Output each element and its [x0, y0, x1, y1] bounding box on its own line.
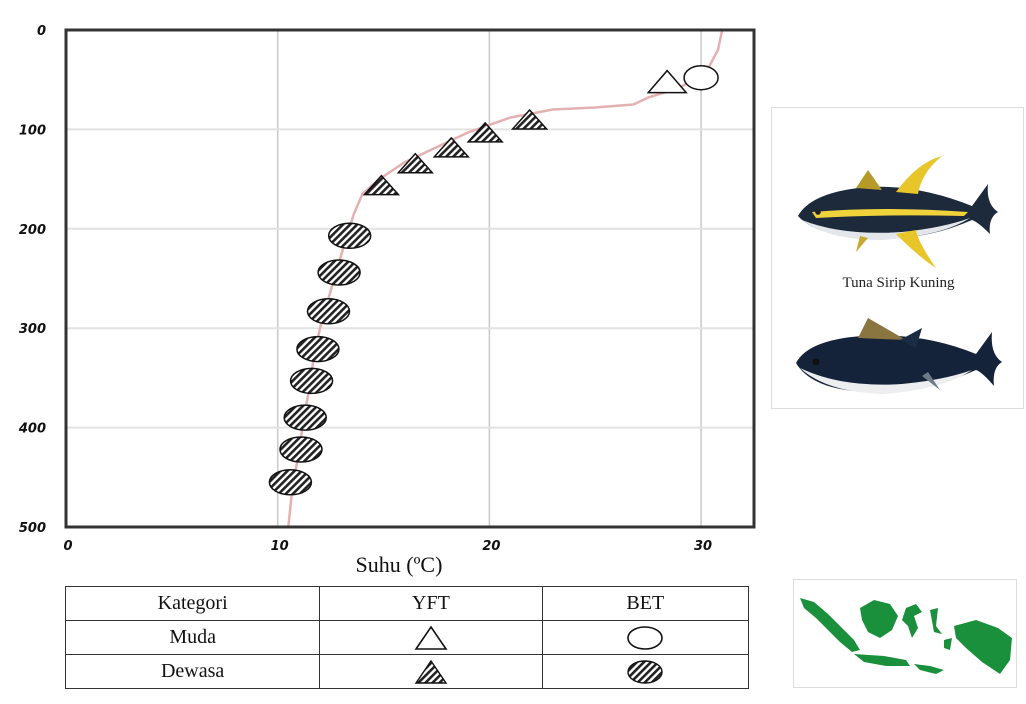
x-tick-label: 0 [63, 539, 72, 554]
yft-dewasa-symbol [319, 654, 543, 689]
x-tick-label: 10 [271, 539, 289, 554]
legend-header-yft: YFT [319, 586, 543, 621]
yft-dewasa-marker [466, 121, 504, 143]
bet-dewasa-marker [306, 298, 351, 325]
y-tick-label: 500 [19, 521, 46, 536]
bet-dewasa-marker [327, 222, 372, 250]
legend-table: Kategori YFT BET Muda Dewasa [64, 586, 750, 689]
indonesia-map-icon [800, 598, 1012, 674]
tick-labels: 0 100 200 300 400 500 0 10 20 30 [18, 24, 712, 554]
bet-dewasa-marker [317, 259, 361, 286]
markers [268, 64, 719, 496]
bigeye-tuna-icon [796, 318, 1002, 394]
plot-frame [64, 28, 756, 529]
bet-muda-marker [683, 64, 719, 91]
y-tick-label: 300 [19, 322, 46, 337]
y-tick-label: 100 [19, 123, 46, 138]
yellowfin-tuna-icon [798, 156, 998, 268]
bet-dewasa-marker [279, 436, 323, 463]
legend-label-muda: Muda [64, 620, 321, 655]
yft-dewasa-marker [362, 174, 401, 196]
bet-dewasa-marker [289, 367, 334, 395]
bet-muda-symbol [541, 620, 750, 655]
x-axis-label: Suhu (ºC) [356, 552, 443, 577]
yft-muda-marker [646, 69, 688, 94]
yft-dewasa-marker [432, 136, 470, 158]
grid [66, 30, 754, 527]
bet-dewasa-marker [283, 404, 327, 431]
bet-dewasa-symbol [541, 654, 750, 689]
bet-dewasa-marker [268, 469, 313, 496]
open-triangle-icon [414, 625, 448, 650]
y-tick-label: 400 [18, 422, 46, 437]
yft-dewasa-marker [510, 108, 549, 130]
x-tick-label: 20 [482, 539, 500, 554]
bet-dewasa-marker [296, 335, 340, 363]
tuna-fish-icons [796, 156, 1002, 394]
x-tick-label: 30 [694, 539, 712, 554]
indonesia-map-panel [793, 579, 1017, 688]
open-circle-icon [627, 625, 664, 650]
hatched-triangle-icon [414, 659, 448, 684]
legend-header-bet: BET [541, 586, 750, 621]
y-tick-label: 200 [19, 223, 46, 238]
hatched-circle-icon [627, 659, 663, 684]
yft-muda-symbol [319, 620, 543, 655]
legend-header-category: Kategori [64, 586, 321, 621]
legend-row-muda: Muda [64, 620, 750, 655]
fish-caption: Tuna Sirip Kuning [842, 275, 955, 291]
yft-dewasa-marker [396, 152, 434, 174]
fish-illustration-panel: Tuna Sirip Kuning [771, 107, 1024, 409]
legend-label-dewasa: Dewasa [64, 654, 321, 689]
y-tick-label: 0 [37, 24, 46, 39]
legend-header-row: Kategori YFT BET [64, 586, 750, 621]
legend-row-dewasa: Dewasa [64, 654, 750, 689]
